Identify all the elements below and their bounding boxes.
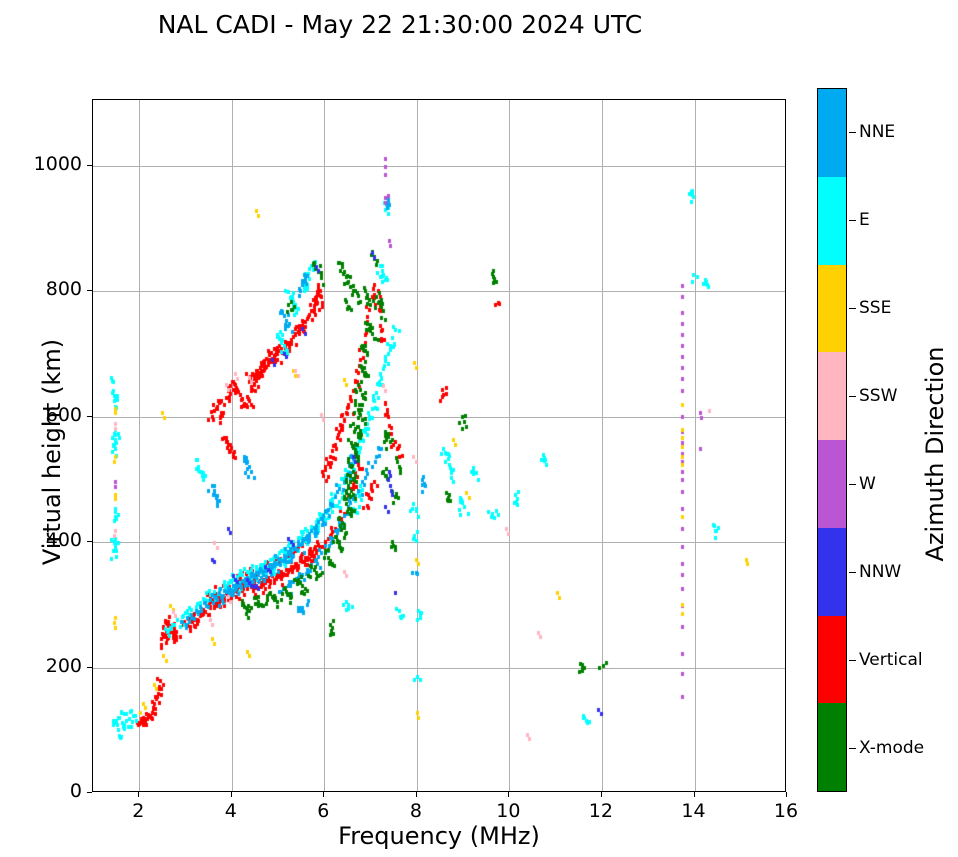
y-axis-label: Virtual height (km): [38, 338, 66, 566]
colorbar-label-sse: SSE: [859, 298, 892, 318]
scatter-plot-canvas: [93, 100, 785, 791]
colorbar-label-nne: NNE: [859, 122, 896, 142]
colorbar-tick-mark: [849, 132, 856, 134]
x-tick-label: 6: [317, 800, 330, 822]
y-tick-label: 600: [45, 403, 82, 426]
x-tick-label: 14: [681, 800, 706, 822]
x-tick-mark: [415, 792, 417, 797]
x-tick-mark: [693, 792, 695, 797]
x-tick-mark: [138, 792, 140, 797]
colorbar-tick-mark: [849, 660, 856, 662]
y-tick-label: 400: [45, 529, 82, 552]
colorbar-label-vertical: Vertical: [859, 650, 923, 670]
x-tick-label: 4: [224, 800, 237, 822]
colorbar-segment-e[interactable]: [818, 176, 846, 265]
x-tick-mark: [323, 792, 325, 797]
colorbar-segment-nnw[interactable]: [818, 527, 846, 616]
y-tick-label: 800: [45, 278, 82, 301]
x-tick-label: 10: [496, 800, 521, 822]
colorbar-label: Azimuth Direction: [921, 346, 949, 562]
x-tick-mark: [230, 792, 232, 797]
colorbar-segment-nne[interactable]: [818, 89, 846, 177]
y-tick-mark: [87, 415, 92, 417]
colorbar-label-ssw: SSW: [859, 386, 898, 406]
colorbar-segment-ssw[interactable]: [818, 352, 846, 440]
y-tick-mark: [87, 164, 92, 166]
colorbar-segment-sse[interactable]: [818, 264, 846, 353]
colorbar-label-x-mode: X-mode: [859, 738, 925, 758]
x-tick-label: 16: [773, 800, 799, 822]
colorbar-label-nnw: NNW: [859, 562, 902, 582]
colorbar-segment-vertical[interactable]: [818, 615, 846, 704]
colorbar-tick-mark: [849, 572, 856, 574]
colorbar-tick-mark: [849, 308, 856, 310]
x-tick-mark: [508, 792, 510, 797]
colorbar-tick-mark: [849, 748, 856, 750]
y-tick-mark: [87, 792, 92, 793]
plot-area: [92, 99, 786, 792]
y-tick-label: 1000: [33, 152, 82, 175]
y-tick-mark: [87, 541, 92, 543]
colorbar-tick-mark: [849, 220, 856, 222]
x-tick-label: 2: [132, 800, 145, 822]
x-tick-mark: [786, 792, 787, 797]
page-title: NAL CADI - May 22 21:30:00 2024 UTC: [157, 10, 643, 39]
x-tick-mark: [600, 792, 602, 797]
x-tick-label: 8: [409, 800, 422, 822]
y-tick-mark: [87, 290, 92, 292]
y-tick-label: 200: [45, 654, 82, 677]
x-tick-label: 12: [588, 800, 613, 822]
y-tick-label: 0: [69, 780, 82, 802]
x-axis-label: Frequency (MHz): [338, 822, 540, 850]
colorbar-tick-mark: [849, 484, 856, 486]
colorbar-label-e: E: [859, 210, 870, 230]
y-tick-mark: [87, 666, 92, 668]
colorbar[interactable]: [817, 88, 847, 792]
colorbar-label-w: W: [859, 474, 876, 494]
colorbar-segment-x-mode[interactable]: [818, 703, 846, 791]
colorbar-segment-w[interactable]: [818, 440, 846, 528]
colorbar-tick-mark: [849, 396, 856, 398]
